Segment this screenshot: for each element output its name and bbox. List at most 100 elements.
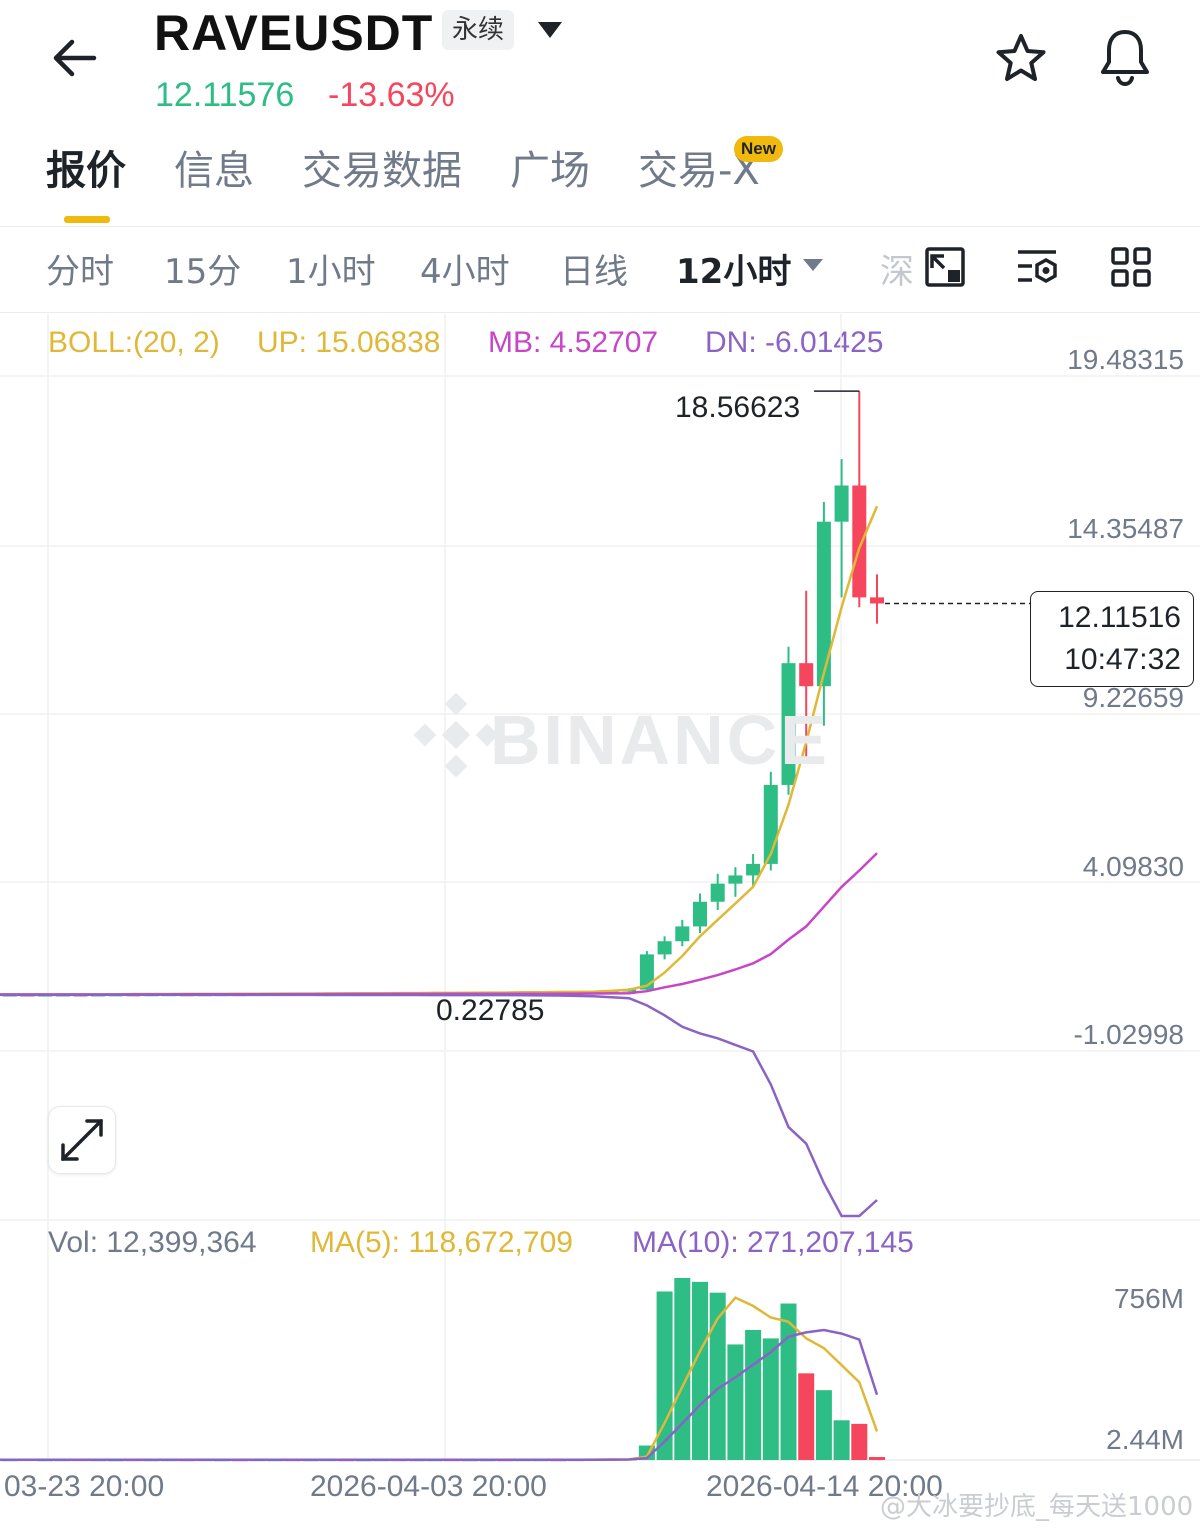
volume-bar	[568, 1459, 585, 1462]
volume-bar	[284, 1459, 301, 1462]
candle-body	[126, 994, 141, 997]
volume-bar	[479, 1459, 496, 1462]
timeframe-12h[interactable]: 12小时	[676, 252, 792, 292]
volume-bar	[762, 1338, 779, 1460]
caret-down-icon[interactable]	[802, 258, 824, 272]
timeframe-1h[interactable]: 1小时	[286, 252, 376, 292]
price-axis-label: 4.09830	[1082, 851, 1184, 882]
volume-bar	[249, 1459, 266, 1462]
candle-body	[339, 993, 353, 996]
candle-body	[73, 994, 88, 997]
volume-bar	[373, 1459, 390, 1462]
price-axis-label: 9.22659	[1082, 682, 1184, 713]
volume-bar	[54, 1459, 71, 1462]
fullscreen-button[interactable]	[48, 1106, 116, 1174]
candle-body	[816, 521, 831, 687]
volume-ma5-line	[0, 1296, 879, 1461]
volume-bar	[107, 1459, 124, 1462]
candle-body	[356, 993, 371, 996]
candle-body	[852, 485, 867, 598]
price-axis-label: 19.48315	[1067, 344, 1184, 375]
price-axis-label: -1.02998	[1073, 1019, 1184, 1050]
candle-body	[55, 994, 70, 997]
candle-body	[38, 994, 53, 997]
candle-body	[250, 994, 265, 997]
candle-body	[763, 784, 778, 864]
volume-bar	[90, 1459, 107, 1462]
volume-bar	[72, 1459, 89, 1462]
candle-body	[215, 994, 230, 997]
timeframe-1d[interactable]: 日线	[560, 252, 628, 292]
volume-bar	[125, 1459, 142, 1462]
candle-body	[693, 901, 707, 927]
volume-ma5: MA(5): 118,672,709	[310, 1226, 573, 1259]
volume-bar	[638, 1445, 655, 1460]
candle-body	[162, 994, 176, 997]
volume-ma10: MA(10): 271,207,145	[632, 1226, 914, 1259]
volume-value: Vol: 12,399,364	[48, 1226, 257, 1259]
volume-bar	[302, 1459, 319, 1462]
star-icon[interactable]	[994, 32, 1048, 86]
candle-body	[20, 994, 35, 997]
current-price: 12.11516	[1058, 601, 1181, 634]
volume-bar	[355, 1459, 372, 1462]
divider	[0, 226, 1200, 227]
current-price-tag[interactable]: 12.11516 10:47:32	[1030, 591, 1194, 687]
binance-logo	[413, 692, 499, 778]
chart-settings-icon[interactable]	[1016, 246, 1060, 288]
volume-bar	[391, 1459, 408, 1462]
candle-body	[728, 875, 743, 884]
candle-body	[622, 989, 637, 992]
date-axis-label: 2026-04-14 20:00	[706, 1470, 943, 1503]
boll-label: BOLL:(20, 2)	[48, 326, 220, 359]
candle-body	[834, 485, 849, 522]
tab-quote[interactable]: 报价	[46, 148, 126, 194]
volume-bar	[161, 1459, 177, 1462]
price-change-pct: -13.63%	[328, 76, 455, 114]
candle-body	[870, 597, 884, 604]
chart-indicator-icon[interactable]	[924, 246, 966, 288]
volume-bar	[603, 1459, 620, 1461]
chevron-down-icon[interactable]	[536, 20, 564, 40]
volume-bar	[143, 1459, 160, 1462]
tab-square[interactable]: 广场	[510, 148, 590, 194]
volume-bar	[550, 1459, 567, 1462]
volume-bar	[1, 1459, 18, 1462]
candle-body	[285, 993, 300, 996]
candle-body	[409, 993, 424, 996]
candle-body	[604, 991, 619, 994]
volume-bar	[214, 1459, 231, 1462]
candle-body	[392, 993, 407, 996]
timeframe-timeline[interactable]: 分时	[46, 252, 114, 292]
candle-body	[639, 954, 654, 990]
candle-body	[197, 994, 212, 997]
source-credit: @大冰要抄底_每天送1000	[880, 1492, 1194, 1522]
timeframe-4h[interactable]: 4小时	[420, 252, 510, 292]
candle-body	[657, 941, 672, 955]
grid-layout-icon[interactable]	[1110, 246, 1152, 288]
active-tab-indicator	[64, 216, 110, 223]
volume-bar	[745, 1330, 762, 1460]
candle-body	[321, 993, 336, 996]
volume-axis-label: 2.44M	[1106, 1424, 1184, 1455]
volume-bar	[19, 1459, 36, 1462]
boll-dn-value: DN: -6.01425	[705, 326, 884, 359]
volume-bar	[196, 1459, 213, 1462]
back-arrow-icon[interactable]	[48, 30, 104, 86]
timeframe-15m[interactable]: 15分	[164, 252, 242, 292]
tab-info[interactable]: 信息	[174, 148, 254, 194]
boll-mb-line	[0, 852, 878, 996]
date-axis-label: 2026-04-03 20:00	[310, 1470, 547, 1503]
tab-trading-data[interactable]: 交易数据	[302, 148, 462, 194]
volume-bar	[833, 1420, 850, 1460]
volume-bar	[815, 1390, 832, 1460]
volume-bar	[621, 1458, 638, 1461]
boll-mb-value: MB: 4.52707	[488, 326, 659, 359]
volume-bar	[515, 1459, 531, 1462]
boll-up-value: UP: 15.06838	[257, 326, 441, 359]
bell-icon[interactable]	[1098, 28, 1152, 86]
candle-body	[303, 993, 318, 996]
depth-tab[interactable]: 深	[880, 252, 914, 292]
volume-bar	[851, 1423, 868, 1460]
symbol-title[interactable]: RAVEUSDT	[154, 5, 434, 61]
